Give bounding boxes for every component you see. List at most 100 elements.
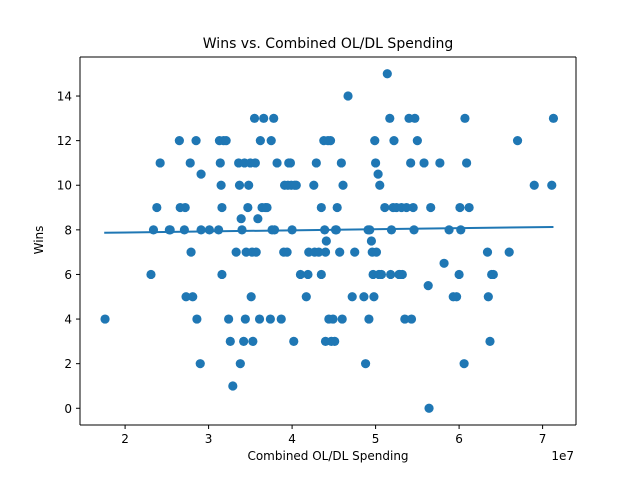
scatter-point: [246, 292, 256, 302]
scatter-point: [371, 158, 381, 168]
y-tick-label: 4: [64, 313, 72, 327]
scatter-point: [237, 225, 247, 235]
y-tick-label: 10: [57, 179, 72, 193]
scatter-point: [217, 202, 227, 213]
scatter-point: [311, 158, 321, 168]
scatter-point: [455, 202, 465, 213]
scatter-point: [265, 314, 275, 324]
y-tick-label: 8: [64, 223, 72, 237]
scatter-point: [316, 202, 326, 213]
scatter-point: [385, 113, 395, 123]
scatter-point: [152, 202, 162, 213]
scatter-point: [328, 314, 338, 324]
scatter-point: [316, 269, 326, 280]
scatter-point: [389, 136, 399, 146]
y-tick-label: 6: [64, 268, 72, 282]
scatter-point: [423, 281, 433, 291]
scatter-point: [243, 202, 253, 213]
scatter-point: [347, 292, 357, 302]
scatter-point: [155, 158, 165, 168]
scatter-point: [488, 269, 498, 280]
scatter-point: [382, 69, 392, 79]
scatter-point: [401, 202, 412, 213]
scatter-point: [240, 314, 250, 324]
axes-layer: 2 3 4 5 6 7 0 2 4 6 8 10 12 14: [57, 56, 577, 446]
scatter-point: [266, 136, 276, 146]
scatter-point: [215, 158, 225, 168]
x-tick-label: 7: [539, 432, 547, 446]
scatter-point: [512, 136, 523, 146]
scatter-point: [410, 113, 420, 123]
y-tick-label: 0: [64, 402, 72, 416]
scatter-point: [291, 180, 301, 190]
scatter-point: [214, 225, 224, 235]
scatter-point: [259, 113, 269, 123]
scatter-point: [303, 269, 313, 280]
scatter-point: [424, 403, 434, 413]
scatter-point: [409, 225, 419, 235]
scatter-point: [236, 214, 246, 224]
scatter-point: [412, 136, 422, 146]
scatter-point: [276, 314, 286, 324]
scatter-point: [336, 158, 346, 168]
scatter-point: [444, 225, 454, 235]
y-tick-label: 12: [57, 134, 72, 148]
scatter-point: [239, 336, 249, 346]
scatter-point: [400, 314, 410, 324]
scatter-point: [454, 269, 464, 280]
scatter-point: [459, 359, 469, 369]
scatter-point: [529, 180, 539, 190]
scatter-point: [282, 247, 292, 257]
scatter-point: [360, 359, 371, 369]
scatter-point: [435, 158, 445, 168]
scatter-point: [320, 247, 331, 257]
scatter-point: [255, 136, 265, 146]
scatter-point: [179, 225, 189, 235]
y-axis-label: Wins: [32, 226, 46, 255]
trend-line: [104, 225, 554, 234]
scatter-point: [325, 136, 336, 146]
scatter-point: [272, 158, 282, 168]
scatter-point: [185, 158, 195, 168]
scatter-point: [335, 247, 345, 257]
scatter-point: [386, 269, 396, 280]
x-axis-label: Combined OL/DL Spending: [247, 449, 408, 463]
scatter-point: [251, 247, 261, 257]
scatter-point: [504, 247, 514, 257]
scatter-point: [397, 269, 407, 280]
scatter-point: [419, 158, 429, 168]
scatter-point: [314, 247, 324, 257]
scatter-point: [485, 336, 495, 346]
x-tick-label: 5: [372, 432, 380, 446]
scatter-point: [181, 292, 191, 302]
scatter-point: [191, 136, 201, 146]
scatter-point: [224, 314, 234, 324]
scatter-point: [216, 180, 226, 190]
scatter-point: [456, 225, 466, 235]
scatter-point: [188, 292, 198, 302]
scatter-point: [269, 113, 279, 123]
scatter-point: [244, 180, 254, 190]
scatter-point: [146, 269, 156, 280]
scatter-point: [547, 180, 557, 190]
scatter-point: [100, 314, 110, 324]
scatter-point: [460, 113, 470, 123]
scatter-point: [369, 292, 379, 302]
scatter-point: [350, 247, 360, 257]
scatter-point: [321, 236, 331, 246]
scatter-point: [451, 292, 462, 302]
scatter-point: [366, 236, 377, 246]
scatter-point: [165, 225, 175, 235]
scatter-point: [180, 202, 190, 213]
scatter-point: [262, 202, 272, 213]
scatter-point: [439, 258, 449, 268]
scatter-point: [248, 336, 258, 346]
scatter-point: [380, 202, 390, 213]
scatter-point: [426, 202, 436, 213]
scatter-point: [249, 113, 260, 123]
scatter-point: [370, 136, 380, 146]
scatter-point: [406, 314, 417, 324]
scatter-point: [192, 314, 202, 324]
